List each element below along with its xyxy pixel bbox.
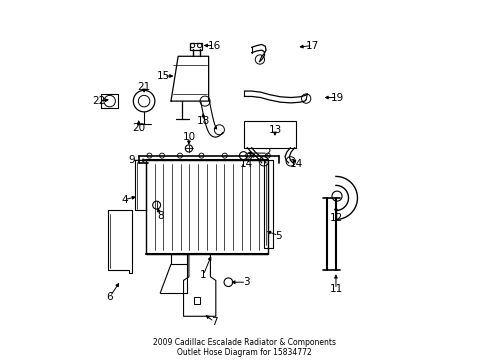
Text: 6: 6 bbox=[106, 292, 113, 302]
Text: 10: 10 bbox=[182, 132, 195, 142]
Text: 5: 5 bbox=[275, 231, 281, 240]
Text: 14: 14 bbox=[239, 159, 252, 169]
Text: 13: 13 bbox=[268, 125, 281, 135]
Text: 1: 1 bbox=[200, 270, 206, 280]
Text: 4: 4 bbox=[121, 195, 127, 205]
Text: 19: 19 bbox=[330, 93, 344, 103]
Text: 20: 20 bbox=[132, 123, 145, 133]
Text: 18: 18 bbox=[196, 116, 209, 126]
Bar bbox=[193, 297, 200, 304]
Bar bbox=[190, 42, 202, 50]
Text: 9: 9 bbox=[128, 155, 135, 165]
Text: 15: 15 bbox=[157, 71, 170, 81]
Text: 16: 16 bbox=[207, 41, 220, 50]
Bar bbox=[145, 160, 267, 253]
Text: 2009 Cadillac Escalade Radiator & Components: 2009 Cadillac Escalade Radiator & Compon… bbox=[153, 338, 335, 347]
Text: Outlet Hose Diagram for 15834772: Outlet Hose Diagram for 15834772 bbox=[177, 348, 311, 357]
Text: 22: 22 bbox=[92, 96, 106, 106]
Text: 14: 14 bbox=[289, 159, 303, 169]
Text: 11: 11 bbox=[328, 284, 342, 294]
Bar bbox=[244, 121, 296, 148]
Text: 7: 7 bbox=[210, 317, 217, 327]
Text: 3: 3 bbox=[243, 277, 249, 287]
Text: 12: 12 bbox=[328, 213, 342, 222]
Text: 2: 2 bbox=[264, 148, 270, 158]
Text: 17: 17 bbox=[305, 41, 319, 50]
Text: 8: 8 bbox=[157, 211, 163, 221]
Text: 21: 21 bbox=[137, 82, 150, 92]
